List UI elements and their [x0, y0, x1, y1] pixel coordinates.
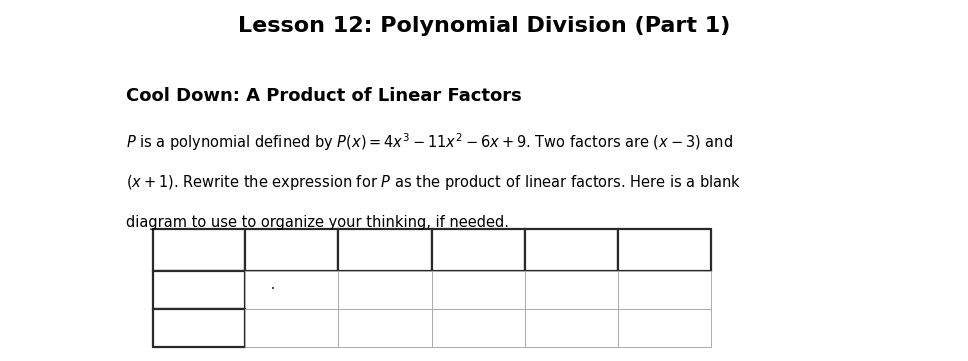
Text: $(x + 1)$. Rewrite the expression for $P$ as the product of linear factors. Here: $(x + 1)$. Rewrite the expression for $P… — [126, 173, 741, 192]
Text: diagram to use to organize your thinking, if needed.: diagram to use to organize your thinking… — [126, 215, 509, 230]
Text: Cool Down: A Product of Linear Factors: Cool Down: A Product of Linear Factors — [126, 87, 522, 105]
Text: •: • — [271, 286, 275, 292]
Text: $P$ is a polynomial defined by $P(x) = 4x^3 - 11x^2 - 6x + 9$. Two factors are $: $P$ is a polynomial defined by $P(x) = 4… — [126, 132, 733, 153]
Text: Lesson 12: Polynomial Division (Part 1): Lesson 12: Polynomial Division (Part 1) — [238, 16, 730, 36]
